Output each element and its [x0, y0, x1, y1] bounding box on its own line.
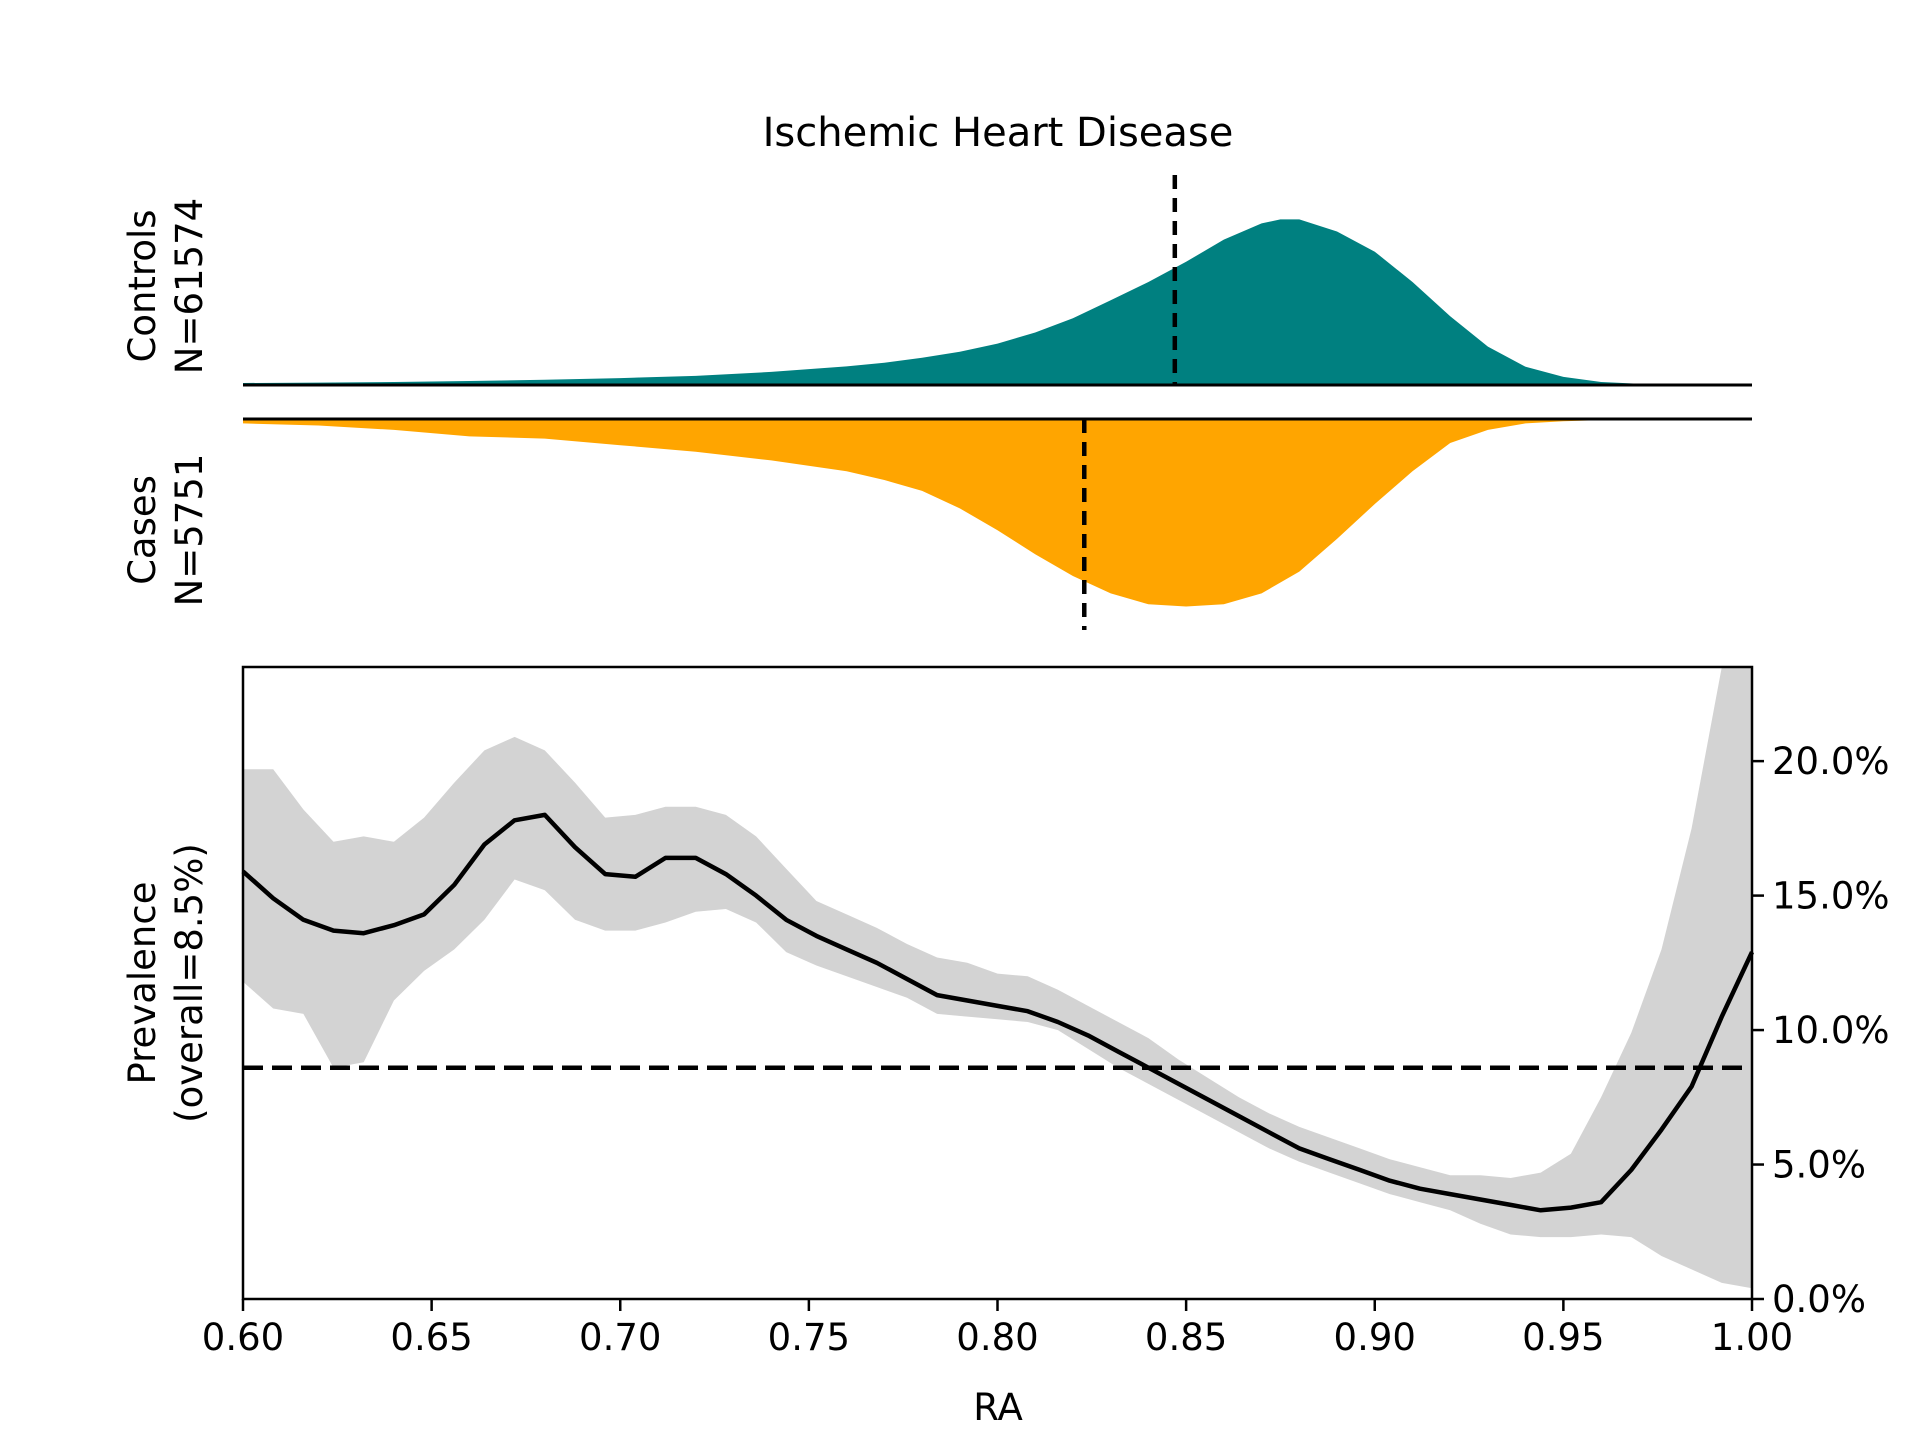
y-tick-label: 15.0%	[1772, 875, 1890, 918]
cases-ylabel-line2: N=5751	[168, 454, 211, 607]
x-tick-label: 0.65	[390, 1316, 472, 1359]
cases-ylabel: Cases N=5751	[121, 454, 211, 607]
y-tick-label: 10.0%	[1772, 1009, 1890, 1052]
x-tick-label: 0.85	[1145, 1316, 1227, 1359]
x-axis-label: RA	[973, 1386, 1023, 1429]
x-tick-label: 0.90	[1334, 1316, 1416, 1359]
cases-ylabel-line1: Cases	[121, 475, 164, 585]
x-tick-label: 0.95	[1522, 1316, 1604, 1359]
prevalence-panel: 0.60 0.65 0.70 0.75 0.80 0.85 0.90 0.95 1.00 0.0…	[121, 665, 1890, 1429]
controls-panel: Controls N=61574	[121, 175, 1752, 387]
y-tick-label: 20.0%	[1772, 740, 1890, 783]
cases-density-area	[243, 419, 1752, 607]
prevalence-line	[241, 812, 1755, 1213]
prevalence-confidence-band	[243, 667, 1752, 1289]
controls-ylabel: Controls N=61574	[121, 198, 211, 374]
prevalence-ylabel-line2: (overall=8.5%)	[168, 843, 211, 1123]
x-tick-label: 1.00	[1711, 1316, 1793, 1359]
chart-title: Ischemic Heart Disease	[763, 110, 1234, 156]
y-tick-label: 5.0%	[1772, 1144, 1866, 1187]
prevalence-ylabel: Prevalence (overall=8.5%)	[121, 843, 211, 1123]
x-tick-label: 0.75	[768, 1316, 850, 1359]
y-tick-label: 0.0%	[1772, 1278, 1866, 1321]
x-tick-label: 0.80	[956, 1316, 1038, 1359]
controls-ylabel-line1: Controls	[121, 209, 164, 362]
cases-panel: Cases N=5751	[121, 417, 1752, 630]
x-tick-label: 0.60	[202, 1316, 284, 1359]
prevalence-ylabel-line1: Prevalence	[121, 882, 164, 1085]
controls-ylabel-line2: N=61574	[168, 198, 211, 374]
controls-density-area	[243, 219, 1752, 385]
x-tick-label: 0.70	[579, 1316, 661, 1359]
y-axis-ticks: 0.0% 5.0% 10.0% 15.0% 20.0%	[1752, 740, 1890, 1321]
x-axis-ticks: 0.60 0.65 0.70 0.75 0.80 0.85 0.90 0.95 1.00	[202, 1299, 1793, 1359]
